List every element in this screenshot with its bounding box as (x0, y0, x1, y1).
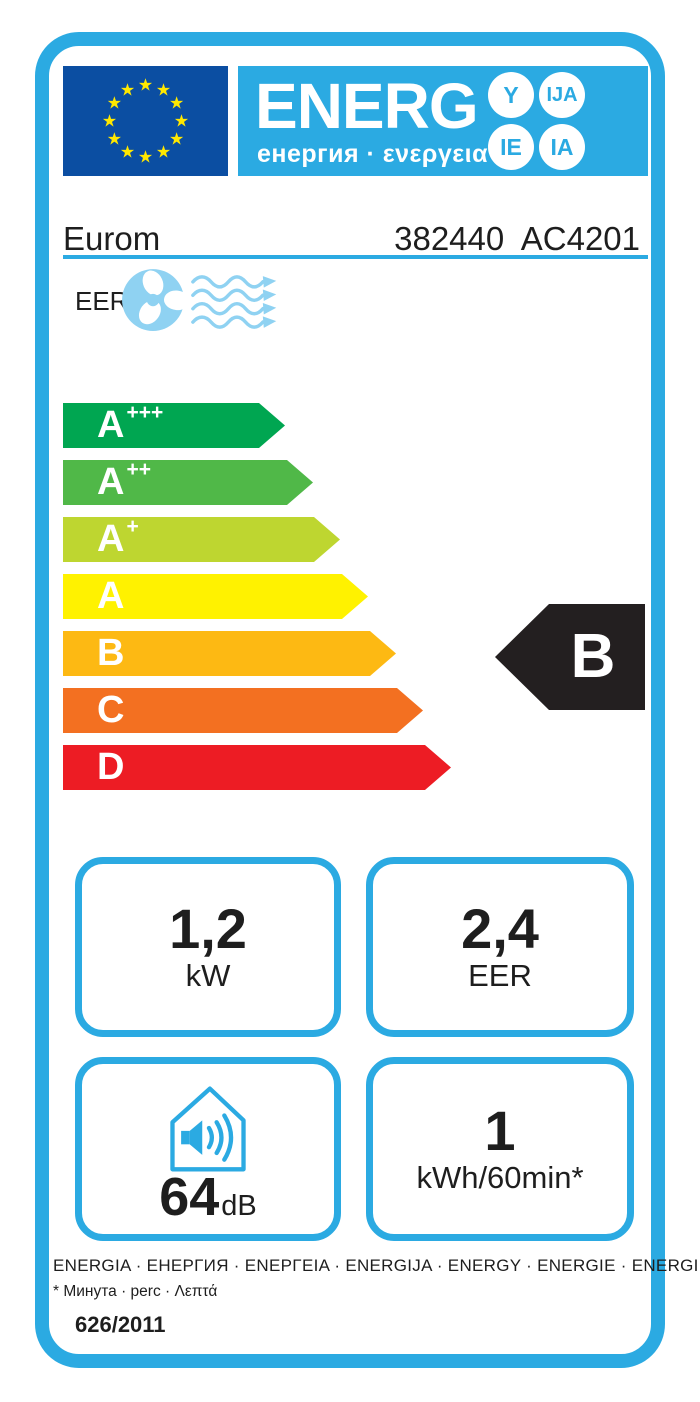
consumption-box: 1 kWh/60min* (366, 1057, 634, 1241)
rating-bar-a-plus: A + (63, 517, 340, 562)
selected-class-letter: B (570, 622, 616, 691)
header-divider (63, 255, 648, 259)
noise-box: 64 dB (75, 1057, 341, 1241)
language-suffix-circle-ia: IA (539, 124, 585, 170)
rating-bar-plus-signs: ++ (126, 457, 151, 481)
noise-value-line: 64 dB (159, 1167, 257, 1227)
eu-flag: ★ ★ ★ ★ ★ ★ ★ ★ ★ ★ ★ ★ (63, 66, 228, 176)
eu-star-icon: ★ (106, 93, 122, 113)
noise-house-icon (159, 1080, 257, 1176)
fan-icon (120, 267, 186, 333)
energ-header: ENERG енергия · ενεργεια Y IJA IE IA (238, 66, 648, 176)
energ-subtitle: енергия · ενεργεια (257, 140, 488, 168)
eu-star-icon: ★ (137, 147, 154, 167)
brand-name: Eurom (63, 220, 161, 257)
eu-star-icon: ★ (169, 93, 185, 113)
eer-mode-label: EER (75, 286, 129, 316)
language-suffix-circle-ija: IJA (539, 72, 585, 118)
noise-value: 64 (159, 1167, 220, 1227)
rating-bar-letter: A (97, 518, 125, 560)
rating-bar-letter: A (97, 461, 125, 503)
rating-bar-c: C (63, 688, 423, 733)
cooling-capacity-value: 1,2 (169, 897, 247, 960)
rating-bar-b: B (63, 631, 396, 676)
cooling-capacity-unit: kW (185, 958, 231, 993)
language-suffix-circle-ie: IE (488, 124, 534, 170)
eu-star-icon: ★ (101, 111, 118, 131)
rating-bar-d: D (63, 745, 451, 790)
rating-bar-plus-signs: + (126, 514, 139, 538)
energ-wordmark: ENERG (255, 70, 479, 142)
language-suffix-circle-y: Y (488, 72, 534, 118)
eer-box: 2,4 EER (366, 857, 634, 1037)
consumption-unit: kWh/60min* (416, 1160, 584, 1195)
rating-bar-letter: C (97, 689, 125, 731)
rating-bar-letter: D (97, 746, 125, 788)
cooling-capacity-box: 1,2 kW (75, 857, 341, 1037)
rating-bar-a-plus-plus-plus: A +++ (63, 403, 285, 448)
noise-unit: dB (221, 1190, 257, 1222)
consumption-value: 1 (484, 1099, 516, 1162)
minute-footnote-line: * Минута · perc · Λεπτά (53, 1283, 218, 1300)
eu-star-icon: ★ (106, 129, 122, 149)
rating-bar-letter: A (97, 404, 125, 446)
eu-star-icon: ★ (137, 75, 154, 95)
eu-star-icon: ★ (119, 80, 136, 100)
rating-bar-a: A (63, 574, 368, 619)
model-number: 382440 AC4201 (394, 220, 640, 257)
rating-bar-plus-signs: +++ (126, 400, 164, 424)
regulation-number: 626/2011 (75, 1312, 166, 1337)
rating-bar-letter: A (97, 575, 125, 617)
eu-star-icon: ★ (119, 142, 136, 162)
rating-bar-a-plus-plus: A ++ (63, 460, 313, 505)
eu-star-icon: ★ (169, 129, 185, 149)
airflow-arrows-icon (190, 273, 282, 331)
eer-value: 2,4 (461, 897, 539, 960)
eu-star-icon: ★ (155, 80, 172, 100)
eer-unit: EER (468, 958, 532, 993)
eu-star-icon: ★ (173, 111, 190, 131)
energy-words-line: ENERGIA · ЕНЕРГИЯ · ΕΝΕΡΓΕΙΑ · ENERGIJA … (53, 1256, 699, 1275)
eu-star-icon: ★ (155, 142, 172, 162)
rating-bar-letter: B (97, 632, 125, 674)
